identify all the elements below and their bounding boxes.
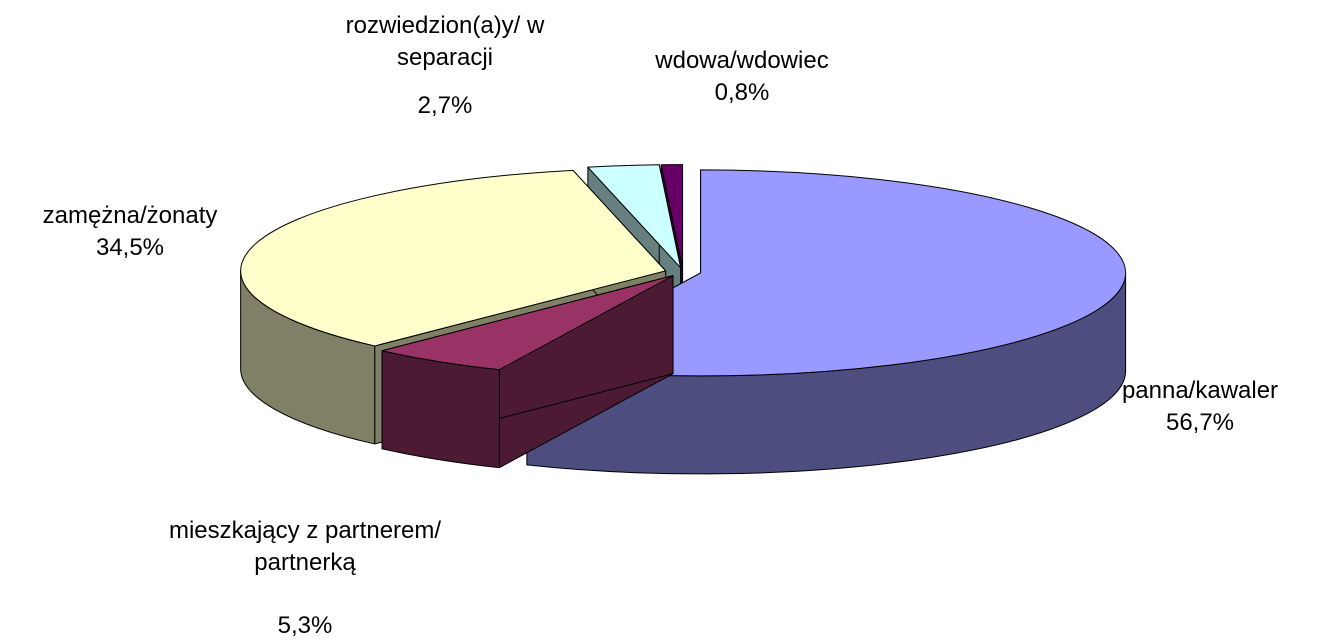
slice bbox=[381, 275, 674, 371]
slice bbox=[660, 164, 684, 269]
slice-side bbox=[381, 350, 500, 469]
slice-label: wdowa/wdowiec bbox=[655, 47, 829, 74]
slice-value-label: 0,8% bbox=[714, 79, 770, 106]
slice-label: rozwiedzion(a)y/ w separacji bbox=[345, 12, 545, 71]
slice-label: panna/kawaler bbox=[1121, 377, 1279, 404]
slice-value-label: 2,7% bbox=[417, 92, 473, 119]
slice-label: mieszkający z partnerem/ partnerką bbox=[168, 517, 442, 576]
slice bbox=[526, 169, 1127, 377]
slice bbox=[240, 169, 667, 347]
slice-value-label: 34,5% bbox=[95, 234, 165, 261]
slice-value-label: 56,7% bbox=[1165, 409, 1235, 436]
slice-label: zamężna/żonaty bbox=[42, 202, 218, 229]
slice bbox=[587, 164, 682, 269]
slice-value-label: 5,3% bbox=[277, 612, 333, 639]
